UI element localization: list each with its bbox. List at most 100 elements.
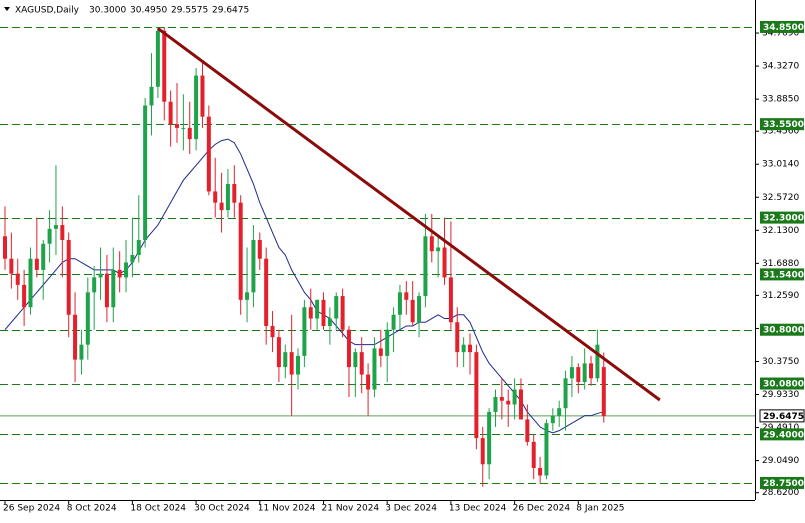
candle-body (3, 236, 7, 259)
y-tick-label: 31.6880 (762, 259, 799, 269)
candle-body (232, 183, 237, 203)
level-price-box (760, 323, 804, 336)
candle-body (442, 247, 447, 278)
y-tick-label: 32.5720 (762, 193, 799, 203)
symbol-label: XAGUSD,Daily (15, 6, 80, 16)
candle-body (53, 225, 58, 229)
level-price-label: 33.5500 (763, 120, 804, 130)
candle-body (111, 269, 116, 308)
candle-body (563, 378, 568, 409)
candle-body (206, 116, 211, 192)
candle-body (85, 292, 90, 345)
y-tick-label: 29.0490 (762, 456, 799, 466)
candle-body (487, 411, 492, 465)
candle-body (569, 367, 574, 379)
candle-body (512, 389, 517, 405)
candle-body (98, 273, 103, 278)
candle-body (187, 127, 192, 140)
candle-body (582, 363, 587, 383)
candle-body (506, 400, 511, 405)
level-price-label: 34.8500 (763, 23, 804, 33)
candle-body (264, 258, 269, 326)
candle-body (366, 374, 371, 390)
candle-body (136, 240, 141, 255)
candle-body (34, 258, 39, 270)
candle-body (200, 75, 205, 117)
candle-body (289, 352, 294, 375)
level-price-label: 30.8000 (763, 326, 804, 336)
candle-body (448, 277, 453, 323)
candle-body (162, 30, 167, 102)
level-price-box (760, 268, 804, 281)
candle-body (117, 269, 122, 278)
candle-body (538, 468, 543, 476)
candle-body (595, 344, 600, 379)
candle-body (391, 314, 396, 330)
candle-body (423, 236, 428, 297)
symbol-menu-arrow[interactable] (4, 7, 10, 11)
y-tick-label: 30.3750 (762, 357, 799, 367)
x-tick-label: 18 Oct 2024 (130, 504, 186, 514)
candle-body (499, 396, 504, 401)
candle-body (92, 277, 97, 293)
y-tick-label: 33.0140 (762, 160, 799, 170)
level-price-box (760, 476, 804, 489)
y-tick-label: 34.7690 (762, 29, 799, 39)
candle-body (47, 228, 52, 244)
candle-body (213, 191, 218, 203)
candle-body (589, 363, 594, 379)
candle-body (404, 292, 409, 300)
y-tick-label: 33.4560 (762, 127, 799, 137)
candle-body (104, 273, 109, 308)
candle-body (576, 367, 581, 383)
candle-body (544, 423, 549, 476)
candle-body (270, 325, 275, 338)
candle-body (353, 352, 358, 368)
x-tick-label: 26 Sep 2024 (3, 504, 60, 514)
candle-body (73, 314, 78, 360)
level-price-label: 31.5400 (763, 270, 804, 280)
level-price-label: 29.4000 (763, 430, 804, 440)
candle-body (276, 337, 281, 368)
ohlc-high: 30.4950 (130, 6, 167, 16)
x-tick-label: 26 Dec 2024 (513, 504, 571, 514)
candle-body (41, 243, 46, 270)
candle-body (372, 348, 377, 390)
candle-body (174, 124, 179, 128)
y-tick-label: 32.1300 (762, 226, 799, 236)
y-tick-label: 34.3270 (762, 62, 799, 72)
candle-body (296, 355, 301, 375)
trendline (156, 27, 661, 402)
y-tick-label: 29.9330 (762, 390, 799, 400)
candle-body (219, 202, 224, 211)
candle-body (327, 318, 332, 326)
candle-body (385, 329, 390, 356)
ohlc-open: 30.3000 (89, 6, 126, 16)
x-tick-label: 13 Dec 2024 (449, 504, 507, 514)
y-tick-label: 29.4910 (762, 423, 799, 433)
level-price-box (760, 377, 804, 390)
x-tick-label: 3 Dec 2024 (385, 504, 437, 514)
level-price-label: 32.3000 (763, 214, 804, 224)
candle-body (436, 247, 441, 252)
candle-body (378, 348, 383, 356)
candle-body (130, 254, 135, 263)
candle-body (283, 352, 288, 368)
level-price-label: 28.7500 (763, 479, 804, 489)
candle-body (194, 75, 199, 140)
x-tick-label: 21 Nov 2024 (322, 504, 380, 514)
candle-body (417, 296, 422, 323)
candle-body (257, 240, 262, 259)
candle-body (557, 408, 562, 416)
candle-body (155, 30, 160, 87)
candle-body (79, 344, 84, 360)
candle-body (531, 441, 536, 469)
moving-average (4, 138, 604, 434)
candle-body (143, 105, 148, 241)
candle-body (302, 307, 307, 356)
candle-body (468, 344, 473, 353)
candle-body (461, 344, 466, 353)
candle-body (15, 273, 20, 285)
level-price-box (760, 211, 804, 224)
